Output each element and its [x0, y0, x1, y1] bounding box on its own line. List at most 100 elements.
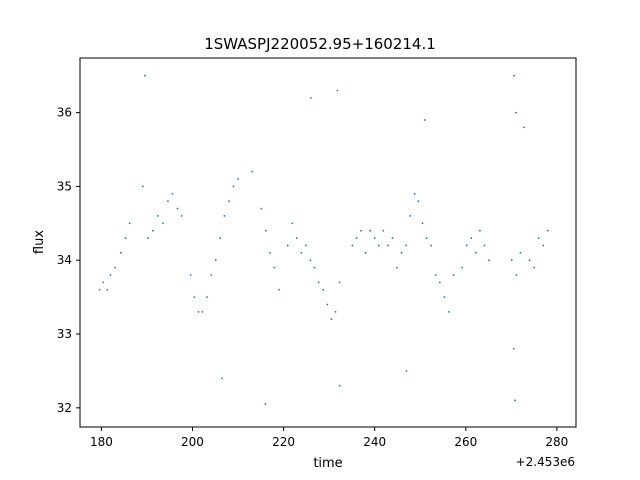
x-axis-label: time [313, 456, 342, 471]
x-tick-label: 220 [272, 435, 295, 449]
data-point [336, 89, 339, 92]
x-tick-label: 280 [545, 435, 568, 449]
data-point [514, 399, 516, 402]
data-point [523, 126, 525, 129]
data-point [180, 215, 183, 217]
data-point [206, 296, 208, 299]
data-point [409, 215, 412, 217]
data-point [120, 251, 122, 254]
data-point [223, 215, 226, 217]
data-point [513, 74, 515, 77]
data-point [351, 244, 354, 247]
data-point [146, 237, 149, 239]
data-point [176, 207, 179, 210]
data-point [193, 296, 196, 299]
data-point [201, 310, 204, 313]
data-point [364, 251, 367, 254]
data-point [114, 266, 116, 269]
data-point [167, 200, 169, 203]
data-point [423, 119, 426, 121]
data-point [461, 266, 464, 269]
data-point [189, 274, 192, 276]
y-axis: 32 33 34 35 36 [57, 106, 80, 415]
data-point [317, 281, 320, 284]
data-point [488, 259, 490, 262]
data-point [443, 296, 446, 299]
data-point [434, 274, 437, 276]
scatter-points [98, 74, 549, 406]
chart-title: 1SWASPJ220052.95+160214.1 [204, 35, 436, 53]
data-point [421, 222, 424, 225]
data-point [109, 274, 112, 276]
data-point [102, 281, 105, 284]
data-point [546, 229, 549, 232]
data-point [156, 215, 159, 217]
data-point [413, 192, 416, 195]
data-point [305, 244, 307, 247]
data-point [322, 288, 325, 291]
data-point [537, 237, 540, 239]
data-point [425, 237, 428, 239]
data-point [338, 384, 341, 387]
data-point [448, 310, 450, 313]
data-point [334, 310, 337, 313]
data-point [474, 251, 477, 254]
data-point [510, 259, 513, 262]
data-point [300, 251, 303, 254]
data-point [197, 310, 200, 313]
data-point [264, 403, 267, 406]
data-point [405, 370, 408, 372]
data-point [232, 185, 235, 188]
data-point [528, 259, 531, 262]
data-point [221, 377, 224, 380]
data-point [533, 266, 535, 269]
data-point [338, 281, 341, 284]
data-point [144, 74, 147, 77]
data-point [124, 237, 127, 239]
data-point [309, 259, 312, 262]
data-point [251, 170, 254, 173]
data-point [483, 244, 486, 247]
data-point [171, 192, 174, 195]
x-tick-label: 260 [454, 435, 477, 449]
data-point [264, 229, 267, 232]
data-point [382, 229, 385, 232]
data-point [465, 244, 468, 247]
data-point [430, 244, 433, 247]
y-axis-label: flux [32, 230, 47, 254]
data-point [273, 266, 276, 269]
data-point [237, 178, 239, 180]
data-point [373, 237, 376, 239]
data-point [396, 266, 398, 269]
x-tick-label: 200 [181, 435, 204, 449]
data-point [161, 222, 164, 225]
data-point [386, 244, 389, 247]
data-point [470, 237, 473, 239]
data-point [326, 303, 329, 306]
data-point [417, 200, 420, 203]
data-point [291, 222, 294, 225]
data-point [141, 185, 144, 188]
y-tick-label: 33 [57, 327, 72, 341]
y-tick-label: 35 [57, 179, 72, 193]
data-point [514, 111, 517, 114]
data-point [106, 288, 109, 291]
data-point [452, 274, 455, 276]
data-point [269, 251, 271, 254]
data-point [438, 281, 441, 284]
data-point [330, 318, 333, 321]
data-point [98, 288, 101, 291]
x-tick-label: 240 [363, 435, 386, 449]
data-point [128, 222, 131, 225]
data-point [286, 244, 289, 247]
data-point [310, 96, 312, 99]
data-point [400, 251, 403, 254]
y-tick-label: 34 [57, 253, 72, 267]
data-point [360, 229, 362, 232]
data-point [210, 274, 213, 276]
data-point [519, 251, 522, 254]
data-point [295, 237, 298, 239]
data-point [515, 274, 518, 276]
